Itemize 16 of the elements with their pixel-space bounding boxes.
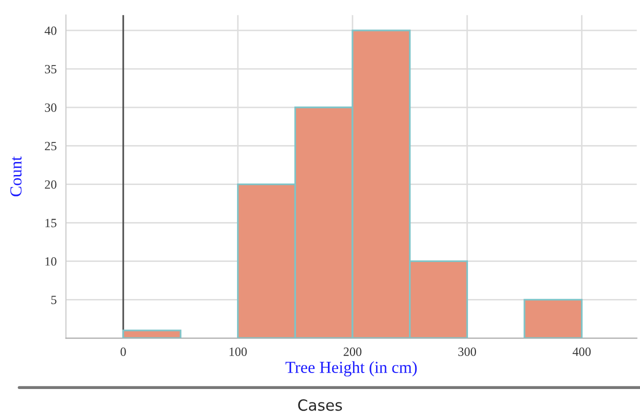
y-tick-label: 25 (44, 142, 56, 150)
x-tick-label: 0 (120, 348, 126, 356)
x-tick-label: 300 (458, 348, 476, 356)
y-tick-label: 10 (45, 257, 56, 266)
y-tick-label: 20 (44, 180, 56, 189)
y-axis-title: Count (10, 156, 22, 196)
x-tick-label: 100 (230, 348, 247, 356)
y-tick-label: 15 (45, 218, 56, 228)
x-tick-label: 400 (572, 348, 591, 356)
x-tick-label: 200 (344, 348, 362, 356)
y-tick-label: 40 (44, 26, 56, 35)
x-axis-title: Tree Height (in cm) (286, 361, 417, 376)
y-tick-label: 35 (44, 64, 56, 74)
y-tick-label: 5 (51, 296, 56, 304)
y-tick-label: 30 (44, 103, 56, 112)
text: Cases (298, 399, 342, 411)
